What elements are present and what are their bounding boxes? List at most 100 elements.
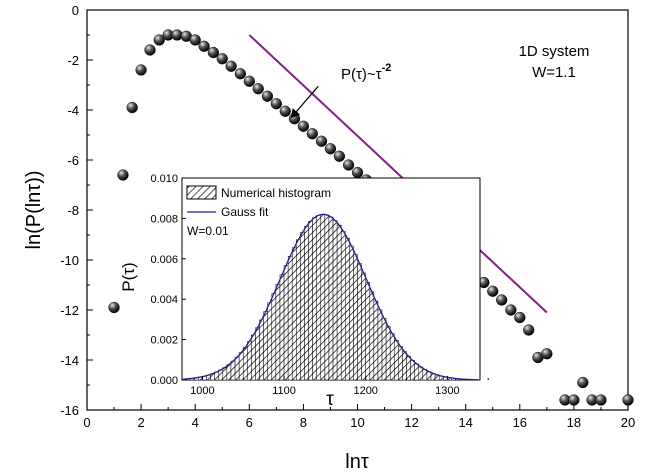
system-label: 1D system [519,43,590,60]
inset-y-tick-label: 0.008 [150,213,178,225]
inset-axis-ticks: 1000 1100 1200 1300 0.000 0.002 0.004 0.006 0.00… [150,173,489,397]
data-point [595,394,607,406]
x-tick-label: 0 [83,415,90,430]
inset-note: W=0.01 [187,224,229,238]
x-tick-label: 18 [567,415,581,430]
inset-y-tick-label: 0.010 [150,173,178,185]
inset-x-tick-label: 1300 [435,385,459,397]
y-tick-label: 0 [72,3,79,18]
data-point [496,294,508,306]
histogram-bar [340,230,346,381]
histogram-bar [406,356,411,381]
histogram-bar [345,237,350,381]
x-tick-label: 2 [137,415,144,430]
histogram-bar [385,325,391,381]
histogram-bar [287,256,293,381]
histogram-bar [263,311,268,381]
histogram-bar [238,352,244,381]
histogram-bar [336,224,342,381]
histogram-bar [361,272,366,381]
histogram-bar [320,214,326,381]
x-axis-label: lnτ [345,451,369,473]
power-law-base: P(τ)~τ [341,66,382,83]
data-point [568,394,580,406]
y-axis-label: ln(P(lnτ)) [23,170,45,249]
disorder-label: W=1.1 [532,64,576,81]
histogram-bar [381,318,387,381]
inset-y-tick-label: 0.006 [150,254,178,266]
y-tick-label: -14 [60,353,79,368]
data-point [135,64,147,76]
data-point [279,105,291,117]
inset-gauss-fit-curve [183,213,478,381]
histogram-bar [308,221,313,381]
data-point [207,46,219,59]
inset-y-axis-label: P(τ) [119,262,138,291]
histogram-bar [349,245,354,381]
main-axis-ticks: 0 2 4 6 8 10 12 14 16 18 20 0 -2 -4 -6 -8 -10 -12 -14 -16 [60,3,635,430]
histogram-bar [312,217,317,381]
histogram-bar [255,327,260,381]
histogram-bar [234,356,240,381]
data-point [108,301,120,314]
histogram-bar [402,351,407,381]
inset-x-tick-label: 1200 [353,385,377,397]
histogram-bar [410,360,415,381]
legend-histogram-label: Numerical histogram [221,186,331,200]
histogram-bar [414,363,420,381]
histogram-bar [267,302,273,381]
annotation-arrow [290,85,319,119]
y-tick-label: -12 [60,303,79,318]
inset-chart: 1000 1100 1200 1300 0.000 0.002 0.004 0.006 0.00… [119,173,489,410]
histogram-bar [279,274,285,381]
histogram-bar [332,220,338,381]
histogram-bar [373,300,379,381]
data-point [252,83,264,95]
data-point [189,34,201,46]
data-point [622,394,634,406]
data-point [315,135,328,147]
legend-fit-label: Gauss fit [221,205,269,219]
histogram-bar [304,226,309,381]
histogram-bar [230,360,236,381]
data-point [541,348,553,360]
inset-y-tick-label: 0.004 [150,294,178,306]
inset-y-tick-label: 0.002 [150,335,178,347]
data-point [523,324,535,336]
inset-x-tick-label: 1100 [272,385,296,397]
data-point [297,120,310,132]
histogram-bar [377,309,383,381]
power-law-label: P(τ)~τ-2 [341,62,391,83]
y-tick-label: -10 [60,253,79,268]
histogram-bar [353,254,358,381]
data-point [144,44,156,56]
histogram-bar [296,239,301,381]
histogram-bar [242,347,248,381]
histogram-bar [226,364,232,381]
histogram-bar [275,284,281,381]
histogram-bar [291,247,297,381]
x-tick-label: 4 [192,415,199,430]
x-tick-label: 12 [404,415,418,430]
x-tick-label: 14 [458,415,472,430]
histogram-bar [247,341,252,381]
inset-histogram-bars [181,214,477,381]
x-tick-label: 16 [513,415,527,430]
data-point [577,376,589,389]
x-tick-label: 10 [350,415,364,430]
inset-x-tick-label: 1000 [190,385,214,397]
histogram-bar [222,367,228,381]
data-point [225,60,237,72]
y-tick-label: -4 [67,103,79,118]
histogram-bar [300,232,305,381]
data-point [351,166,364,179]
data-point [342,159,355,171]
histogram-bar [324,214,330,381]
histogram-bar [398,345,403,381]
y-tick-label: -6 [67,153,79,168]
y-tick-label: -16 [60,403,79,418]
data-point [514,311,526,324]
data-point [270,98,283,110]
data-point [216,53,228,65]
